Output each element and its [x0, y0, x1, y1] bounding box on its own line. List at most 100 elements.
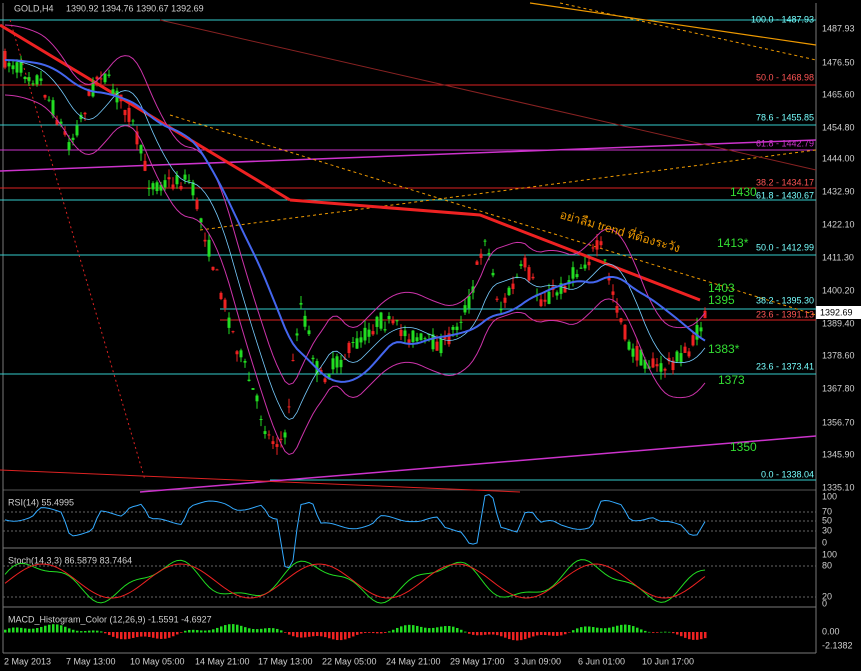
macd-bar	[12, 627, 15, 633]
current-price: 1392.69	[820, 307, 853, 317]
candle-body	[291, 360, 295, 362]
macd-bar	[416, 625, 419, 633]
candle-body	[399, 329, 403, 337]
macd-bar	[100, 631, 103, 633]
date-label: 10 Jun 17:00	[642, 656, 694, 666]
candle-body	[91, 82, 95, 97]
candle-body	[47, 99, 51, 101]
level-annotation: 1395	[708, 293, 735, 307]
candle-body	[403, 330, 407, 337]
macd-bar	[648, 631, 651, 633]
candle-body	[3, 51, 7, 68]
macd-bar	[672, 632, 675, 634]
macd-bar	[380, 632, 383, 634]
candle-body	[179, 186, 183, 190]
price-label: 1444.00	[822, 153, 855, 163]
macd-bar	[272, 628, 275, 633]
candle-body	[331, 358, 335, 370]
candle-body	[247, 379, 251, 382]
candle-body	[695, 325, 699, 340]
candle-body	[359, 337, 363, 343]
macd-bar	[300, 632, 303, 638]
macd-bar	[104, 632, 107, 634]
candle-body	[255, 395, 259, 402]
candle-body	[251, 388, 255, 390]
fib-label: 38.2 - 1395.30	[756, 295, 814, 305]
fib-label: 0.0 - 1338.04	[761, 469, 814, 479]
macd-bar	[208, 630, 211, 633]
macd-bar	[448, 626, 451, 633]
candle-body	[511, 283, 515, 290]
macd-bar	[336, 632, 339, 641]
macd-bar	[620, 624, 623, 633]
macd-bar	[152, 632, 155, 638]
candle-body	[563, 285, 567, 293]
macd-bar	[296, 632, 299, 638]
candle-body	[415, 337, 419, 342]
candle-body	[623, 324, 627, 340]
macd-bar	[4, 629, 7, 633]
macd-bar	[440, 626, 443, 633]
level-annotation: 1430	[730, 185, 757, 199]
macd-bar	[228, 624, 231, 633]
macd-bar	[232, 624, 235, 633]
candle-body	[95, 76, 99, 80]
macd-bar	[428, 628, 431, 633]
macd-bar	[484, 632, 487, 635]
macd-bar	[320, 632, 323, 637]
macd-bar	[252, 628, 255, 633]
macd-bar	[568, 632, 571, 633]
macd-bar	[68, 628, 71, 633]
candle-body	[387, 316, 391, 320]
candle-body	[63, 131, 67, 135]
macd-bar	[356, 632, 359, 635]
candle-body	[227, 317, 231, 328]
candle-body	[11, 65, 15, 70]
candle-body	[207, 239, 211, 257]
candle-body	[87, 89, 91, 96]
candle-body	[471, 286, 475, 293]
candle-body	[135, 131, 139, 145]
price-label: 1345.90	[822, 449, 855, 459]
macd-bar	[52, 624, 55, 633]
macd-bar	[44, 625, 47, 633]
macd-bar	[528, 632, 531, 638]
candle-body	[347, 342, 351, 354]
indicator-axis-label: 50	[822, 515, 832, 525]
candle-body	[459, 321, 463, 323]
candle-body	[679, 353, 683, 363]
candle-body	[575, 274, 579, 278]
macd-bar	[200, 630, 203, 633]
macd-bar	[292, 632, 295, 637]
candle-body	[475, 261, 479, 265]
candle-body	[171, 184, 175, 189]
macd-bar	[84, 631, 87, 633]
macd-bar	[680, 632, 683, 637]
candle-body	[543, 299, 547, 302]
candle-body	[467, 295, 471, 309]
macd-bar	[420, 626, 423, 633]
macd-bar	[264, 628, 267, 633]
macd-bar	[312, 632, 315, 637]
indicator-title: Stoch(14,3,3) 86.5879 83.7464	[8, 555, 132, 565]
candle-body	[479, 253, 483, 258]
macd-bar	[432, 627, 435, 633]
candles	[3, 48, 707, 455]
macd-bar	[184, 630, 187, 633]
candle-body	[495, 298, 499, 300]
date-label: 6 Jun 01:00	[578, 656, 625, 666]
candle-body	[175, 175, 179, 185]
candle-body	[691, 335, 695, 346]
price-label: 1356.70	[822, 417, 855, 427]
candle-body	[219, 292, 223, 300]
candle-body	[343, 358, 347, 360]
macd-bar	[364, 632, 367, 633]
macd-bar	[516, 632, 519, 641]
candle-body	[687, 351, 691, 357]
candle-body	[191, 182, 195, 196]
macd-bar	[468, 632, 471, 634]
macd-bar	[328, 632, 331, 639]
indicator-axis-label: 100	[822, 491, 837, 501]
candle-body	[527, 267, 531, 281]
macd-bar	[460, 629, 463, 633]
